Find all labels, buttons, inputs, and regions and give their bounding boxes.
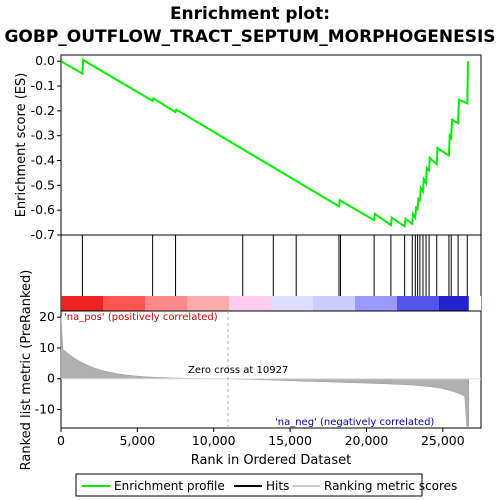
- x-tick-label: 0: [57, 433, 65, 448]
- metric-x-axis: 0 5,000 10,000 15,000 20,000 25,000: [57, 428, 465, 448]
- es-panel-frame: [60, 54, 482, 236]
- legend-label-enrichment: Enrichment profile: [114, 479, 225, 493]
- heat-band: [103, 296, 146, 311]
- metric-y-axis: 20 10 0 -10: [35, 309, 61, 417]
- metric-y-tick-label: 0: [47, 371, 55, 386]
- x-tick-label: 25,000: [421, 433, 465, 448]
- es-y-tick-label: -0.5: [31, 177, 55, 192]
- heat-band: [229, 296, 272, 311]
- heat-band: [145, 296, 188, 311]
- x-tick-label: 15,000: [268, 433, 312, 448]
- legend-label-metric: Ranking metric scores: [324, 479, 457, 493]
- metric-y-tick-label: 20: [39, 309, 55, 324]
- es-y-tick-label: 0.0: [35, 53, 55, 68]
- x-tick-label: 5,000: [119, 433, 155, 448]
- enrichment-profile-line: [60, 58, 469, 229]
- chart-title-line1: Enrichment plot:: [170, 4, 330, 24]
- x-axis-label: Rank in Ordered Dataset: [191, 453, 352, 468]
- es-y-tick-label: -0.6: [31, 202, 55, 217]
- legend-label-hits: Hits: [266, 479, 289, 493]
- metric-y-axis-label: Ranked list metric (PreRanked): [19, 270, 34, 471]
- heat-band: [187, 296, 230, 311]
- es-y-axis: 0.0 -0.1 -0.2 -0.3 -0.4 -0.5 -0.6 -0.7: [31, 53, 61, 242]
- ranking-metric-area: [60, 317, 470, 427]
- pos-label: 'na_pos' (positively correlated): [64, 312, 218, 323]
- es-y-tick-label: -0.2: [31, 103, 55, 118]
- es-y-tick-label: -0.4: [31, 153, 55, 168]
- heat-band: [397, 296, 440, 311]
- hits-marks: [81, 235, 468, 296]
- chart-title-line2: GOBP_OUTFLOW_TRACT_SEPTUM_MORPHOGENESIS: [4, 27, 495, 47]
- es-y-tick-label: -0.1: [31, 78, 55, 93]
- metric-y-tick-label: -10: [35, 402, 55, 417]
- zero-cross-label: Zero cross at 10927: [188, 365, 288, 376]
- heat-band: [313, 296, 356, 311]
- ranking-heat-bar: [61, 296, 482, 311]
- es-y-axis-label: Enrichment score (ES): [14, 73, 29, 218]
- heat-tail: [468, 296, 481, 311]
- x-tick-label: 20,000: [345, 433, 389, 448]
- es-y-tick-label: -0.7: [31, 227, 55, 242]
- heat-band: [61, 296, 104, 311]
- x-tick-label: 10,000: [192, 433, 236, 448]
- heat-band: [355, 296, 398, 311]
- metric-y-tick-label: 10: [39, 340, 55, 355]
- metric-panel-frame: [60, 310, 482, 429]
- legend: Enrichment profile Hits Ranking metric s…: [82, 479, 457, 493]
- es-y-tick-label: -0.3: [31, 128, 55, 143]
- neg-label: 'na_neg' (negatively correlated): [275, 417, 434, 428]
- heat-band: [271, 296, 314, 311]
